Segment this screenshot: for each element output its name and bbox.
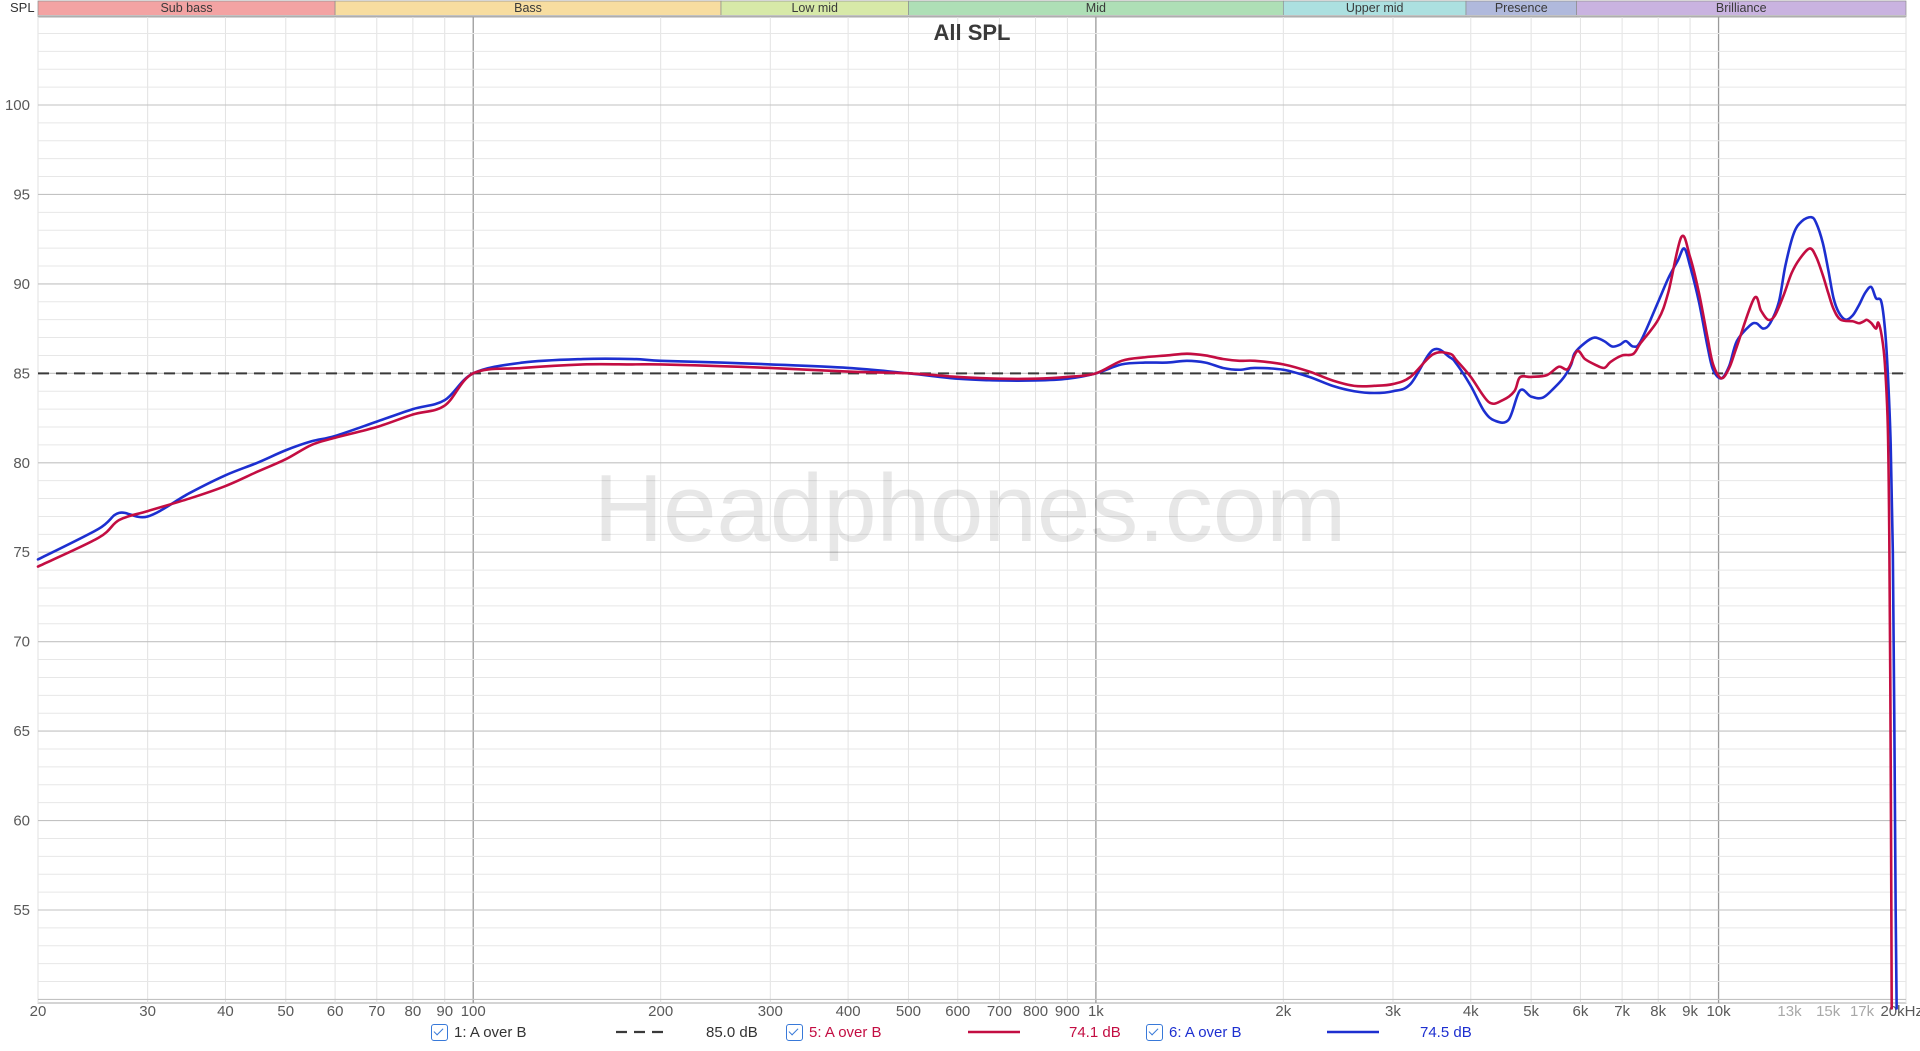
svg-text:SPL: SPL xyxy=(10,0,35,15)
svg-text:15k: 15k xyxy=(1816,1003,1841,1020)
svg-text:70: 70 xyxy=(13,634,30,651)
svg-text:100: 100 xyxy=(461,1003,486,1020)
svg-text:Low mid: Low mid xyxy=(791,1,838,15)
svg-text:900: 900 xyxy=(1055,1003,1080,1020)
svg-text:4k: 4k xyxy=(1463,1003,1479,1020)
svg-text:60: 60 xyxy=(327,1003,344,1020)
svg-text:13k: 13k xyxy=(1777,1003,1802,1020)
svg-text:Bass: Bass xyxy=(514,1,542,15)
svg-text:700: 700 xyxy=(987,1003,1012,1020)
svg-text:50: 50 xyxy=(277,1003,294,1020)
svg-text:1k: 1k xyxy=(1088,1003,1104,1020)
svg-text:60: 60 xyxy=(13,813,30,830)
svg-text:10k: 10k xyxy=(1706,1003,1731,1020)
svg-text:5k: 5k xyxy=(1523,1003,1539,1020)
svg-text:80: 80 xyxy=(405,1003,422,1020)
svg-text:65: 65 xyxy=(13,723,30,740)
svg-text:9k: 9k xyxy=(1682,1003,1698,1020)
svg-text:800: 800 xyxy=(1023,1003,1048,1020)
svg-text:Mid: Mid xyxy=(1086,1,1106,15)
svg-text:75: 75 xyxy=(13,544,30,561)
svg-text:300: 300 xyxy=(758,1003,783,1020)
svg-text:3k: 3k xyxy=(1385,1003,1401,1020)
svg-text:Upper mid: Upper mid xyxy=(1346,1,1404,15)
svg-text:90: 90 xyxy=(436,1003,453,1020)
svg-text:80: 80 xyxy=(13,455,30,472)
svg-text:600: 600 xyxy=(945,1003,970,1020)
svg-text:8k: 8k xyxy=(1650,1003,1666,1020)
svg-text:55: 55 xyxy=(13,902,30,919)
svg-text:500: 500 xyxy=(896,1003,921,1020)
svg-text:Sub bass: Sub bass xyxy=(160,1,212,15)
svg-text:400: 400 xyxy=(836,1003,861,1020)
svg-text:6k: 6k xyxy=(1572,1003,1588,1020)
svg-text:40: 40 xyxy=(217,1003,234,1020)
svg-text:90: 90 xyxy=(13,276,30,293)
svg-text:7k: 7k xyxy=(1614,1003,1630,1020)
svg-text:20: 20 xyxy=(30,1003,47,1020)
svg-text:20kHz: 20kHz xyxy=(1880,1003,1920,1020)
svg-text:30: 30 xyxy=(139,1003,156,1020)
svg-text:95: 95 xyxy=(13,186,30,203)
svg-text:17k: 17k xyxy=(1850,1003,1875,1020)
svg-text:70: 70 xyxy=(368,1003,385,1020)
svg-text:200: 200 xyxy=(648,1003,673,1020)
svg-text:Brilliance: Brilliance xyxy=(1716,1,1767,15)
svg-text:100: 100 xyxy=(5,97,30,114)
svg-text:2k: 2k xyxy=(1275,1003,1291,1020)
svg-text:All SPL: All SPL xyxy=(933,20,1010,45)
svg-text:85: 85 xyxy=(13,365,30,382)
svg-text:Presence: Presence xyxy=(1495,1,1548,15)
